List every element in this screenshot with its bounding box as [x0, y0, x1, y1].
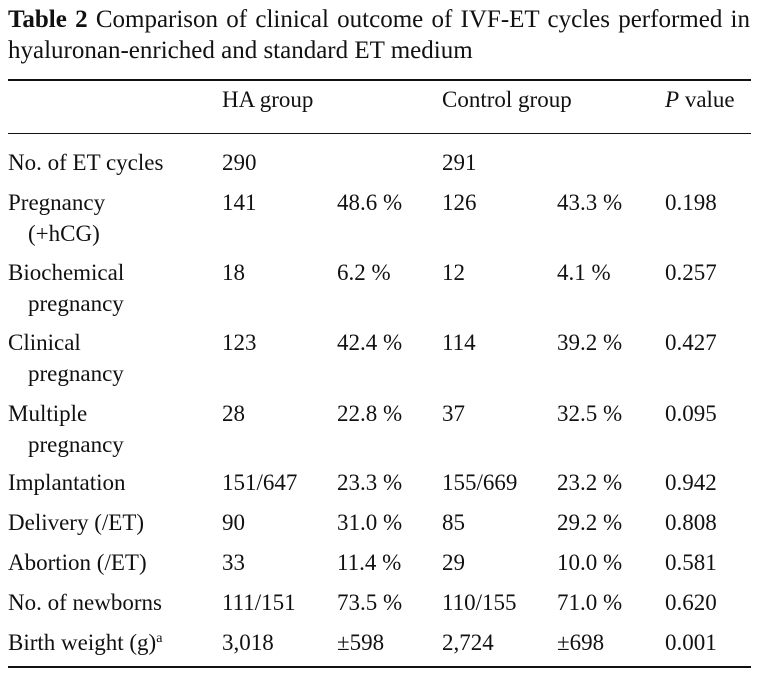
- row-label: Abortion (/ET): [8, 547, 147, 579]
- cell-control-count: 2,724: [442, 630, 494, 655]
- row-label-text: Delivery (/ET): [8, 510, 145, 535]
- cell-p-value: 0.942: [665, 470, 717, 495]
- row-label-continuation: pregnancy: [28, 291, 124, 316]
- row-label: Biochemical: [8, 257, 124, 289]
- cell-ha-count: 90: [222, 510, 245, 535]
- cell-control-percent: 29.2 %: [557, 510, 623, 535]
- cell-control-count: 114: [442, 330, 476, 355]
- cell-ha-count: 18: [222, 260, 245, 285]
- row-label: Clinical: [8, 327, 81, 359]
- footnote-marker: a: [156, 631, 163, 646]
- cell-ha-percent: 31.0 %: [337, 510, 403, 535]
- cell-p-value: 0.808: [665, 510, 717, 535]
- table-figure: Table 2 Comparison of clinical outcome o…: [4, 4, 756, 676]
- header-p-text: value: [679, 87, 735, 112]
- cell-ha-percent: 42.4 %: [337, 330, 403, 355]
- row-label-text: Implantation: [8, 470, 126, 495]
- table-title: Comparison of clinical outcome of IVF-ET…: [8, 6, 751, 64]
- header-control-group: Control group: [442, 87, 572, 112]
- row-label: Implantation: [8, 467, 126, 499]
- header-p-value: P value: [665, 84, 735, 116]
- cell-control-percent: 32.5 %: [557, 401, 623, 426]
- table-caption: Table 2 Comparison of clinical outcome o…: [8, 4, 750, 66]
- cell-ha-percent: 22.8 %: [337, 401, 403, 426]
- cell-ha-percent: 73.5 %: [337, 590, 403, 615]
- row-label-text: Multiple: [8, 401, 88, 426]
- row-label: Delivery (/ET): [8, 507, 144, 539]
- cell-ha-count: 123: [222, 330, 257, 355]
- row-label-text: Birth weight (g): [8, 630, 157, 655]
- row-label-continuation: (+hCG): [28, 221, 100, 246]
- cell-control-percent: 43.3 %: [557, 190, 623, 215]
- cell-ha-count: 3,018: [222, 630, 274, 655]
- cell-control-percent: 39.2 %: [557, 330, 623, 355]
- cell-control-percent: 71.0 %: [557, 590, 623, 615]
- cell-ha-count: 33: [222, 550, 245, 575]
- cell-p-value: 0.257: [665, 260, 717, 285]
- cell-ha-count: 151/647: [222, 470, 298, 495]
- cell-control-percent: ±698: [557, 630, 605, 655]
- cell-p-value: 0.001: [665, 630, 717, 655]
- row-label-text: No. of newborns: [8, 590, 162, 615]
- table-label: Table 2: [8, 6, 88, 33]
- cell-p-value: 0.581: [665, 550, 717, 575]
- cell-control-count: 37: [442, 401, 465, 426]
- cell-control-count: 29: [442, 550, 465, 575]
- cell-ha-percent: 11.4 %: [337, 550, 402, 575]
- cell-p-value: 0.620: [665, 590, 717, 615]
- row-label: Multiple: [8, 398, 87, 430]
- row-label-text: No. of ET cycles: [8, 150, 164, 175]
- cell-ha-count: 290: [222, 150, 257, 175]
- cell-p-value: 0.427: [665, 330, 717, 355]
- row-label-text: Clinical: [8, 330, 81, 355]
- cell-control-count: 155/669: [442, 470, 518, 495]
- row-label-text: Abortion (/ET): [8, 550, 147, 575]
- row-label-continuation: pregnancy: [28, 361, 124, 386]
- row-label: No. of ET cycles: [8, 147, 163, 179]
- header-rule: [8, 133, 751, 134]
- row-label-text: Biochemical: [8, 260, 125, 285]
- cell-control-percent: 10.0 %: [557, 550, 623, 575]
- cell-ha-percent: 6.2 %: [337, 260, 391, 285]
- cell-p-value: 0.095: [665, 401, 717, 426]
- cell-control-count: 291: [442, 150, 477, 175]
- cell-p-value: 0.198: [665, 190, 717, 215]
- row-label-text: Pregnancy: [8, 190, 106, 215]
- cell-control-count: 126: [442, 190, 477, 215]
- header-p-symbol: P: [665, 87, 680, 112]
- header-ha-group: HA group: [222, 87, 314, 112]
- cell-ha-percent: ±598: [337, 630, 385, 655]
- row-label: Birth weight (g)a: [8, 627, 162, 659]
- cell-control-count: 85: [442, 510, 465, 535]
- cell-control-count: 110/155: [442, 590, 517, 615]
- cell-control-count: 12: [442, 260, 465, 285]
- cell-ha-percent: 48.6 %: [337, 190, 403, 215]
- cell-control-percent: 4.1 %: [557, 260, 611, 285]
- cell-ha-count: 28: [222, 401, 245, 426]
- top-rule: [8, 79, 751, 81]
- cell-ha-count: 111/151: [222, 590, 296, 615]
- row-label: No. of newborns: [8, 587, 162, 619]
- bottom-rule: [8, 666, 751, 668]
- row-label: Pregnancy: [8, 187, 105, 219]
- cell-control-percent: 23.2 %: [557, 470, 623, 495]
- row-label-continuation: pregnancy: [28, 432, 124, 457]
- cell-ha-count: 141: [222, 190, 257, 215]
- cell-ha-percent: 23.3 %: [337, 470, 403, 495]
